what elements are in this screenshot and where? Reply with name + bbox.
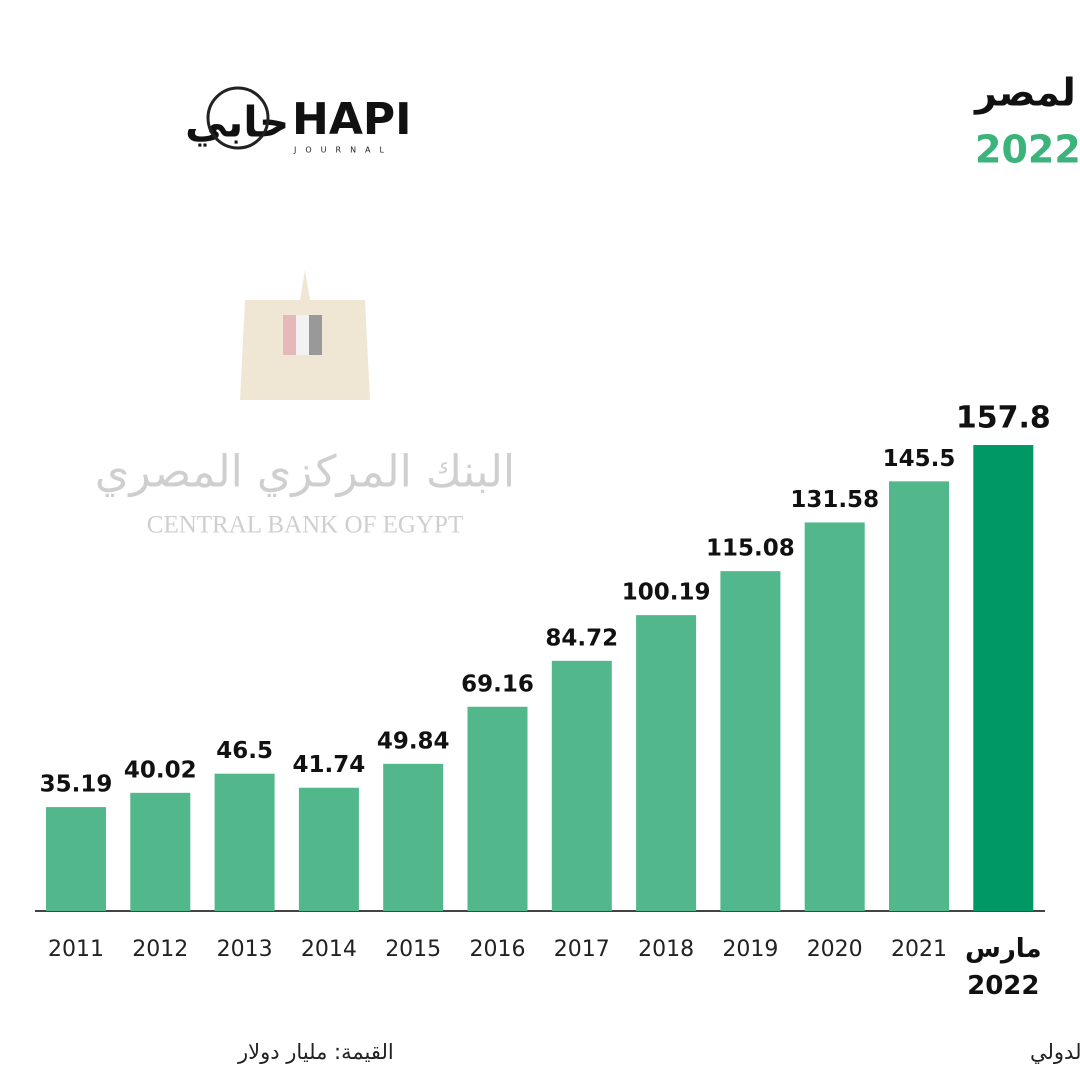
bar: [636, 615, 697, 911]
value-label: 84.72: [545, 625, 618, 651]
bar: [804, 522, 865, 911]
value-label: 100.19: [622, 580, 711, 606]
value-label: 131.58: [790, 487, 879, 513]
watermark-english: CENTRAL BANK OF EGYPT: [147, 512, 463, 539]
chart-subtitle: من 2011 إلى مارس 2022: [975, 128, 1080, 173]
logo-sub: JOURNAL: [293, 146, 393, 155]
x-tick-label: 2016: [469, 937, 526, 962]
x-tick-label: 2020: [806, 937, 863, 962]
bar: [889, 481, 949, 911]
x-tick-label: 2021: [891, 937, 947, 962]
x-tick-label: مارس 2022: [964, 934, 1042, 1001]
bar: [214, 773, 275, 911]
x-tick-label: 2011: [48, 937, 104, 962]
bar: [973, 445, 1034, 911]
unit-note: القيمة: مليار دولار: [237, 1040, 394, 1064]
value-label: 115.08: [706, 536, 795, 562]
source: المصدر: macrotrends–البنك المركزي المصري…: [1030, 1040, 1080, 1064]
logo-emblem: [206, 86, 270, 150]
value-label: 46.5: [216, 738, 273, 764]
value-label: 157.8: [956, 401, 1051, 436]
value-label: 41.74: [293, 752, 366, 778]
x-tick-label: 2015: [385, 937, 442, 962]
x-tick-label: 2013: [216, 937, 273, 962]
x-tick-label: 2012: [132, 937, 189, 962]
x-tick-label: 2017: [553, 937, 610, 962]
x-tick-label: 2014: [300, 937, 357, 962]
bar: [720, 571, 781, 911]
value-label: 69.16: [461, 671, 534, 697]
bar: [130, 792, 191, 911]
watermark-flag: [296, 315, 309, 355]
logo-english: HAPI: [292, 94, 412, 145]
watermark-flag: [283, 315, 296, 355]
watermark-flag: [309, 315, 322, 355]
bar: [383, 763, 444, 911]
x-tick-label: 2018: [638, 937, 695, 962]
bar: [467, 706, 528, 911]
value-label: 145.5: [883, 446, 956, 472]
logo-arabic: حابي: [185, 98, 289, 148]
value-label: 40.02: [124, 757, 197, 783]
value-label: 35.19: [40, 772, 113, 798]
bar: [46, 807, 106, 911]
chart-title: تطور الدين الخارجي لمصر: [973, 71, 1080, 115]
value-label: 49.84: [377, 728, 450, 754]
bar: [298, 787, 359, 911]
bar: [551, 660, 612, 911]
watermark-arabic: البنك المركزي المصري: [95, 447, 515, 498]
x-tick-label: 2019: [722, 937, 779, 962]
